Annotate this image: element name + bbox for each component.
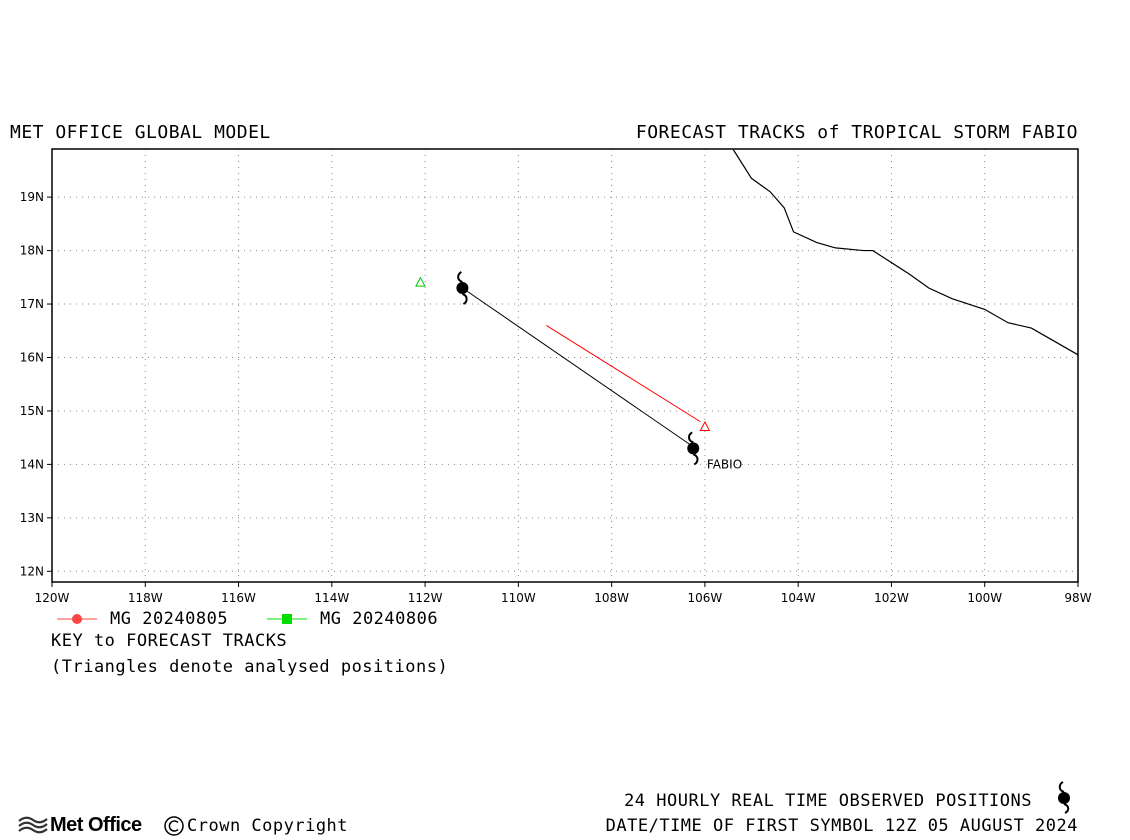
observed-positions-note: 24 HOURLY REAL TIME OBSERVED POSITIONS	[624, 791, 1032, 811]
coastline-path	[732, 148, 1079, 356]
y-tick-label: 12N	[20, 564, 44, 578]
y-tick-label: 19N	[20, 190, 44, 204]
hurricane-symbol-icon	[1058, 781, 1070, 814]
x-tick-label: 102W	[874, 591, 909, 605]
x-tick-label: 108W	[594, 591, 629, 605]
y-tick-label: 14N	[20, 457, 44, 471]
map-axes: 120W 118W 116W 114W 112W 110W 108W 106W 104W 102W…	[20, 190, 1092, 605]
x-tick-label: 118W	[128, 591, 163, 605]
map-title-left: MET OFFICE GLOBAL MODEL	[10, 122, 271, 143]
map-grid	[51, 149, 1079, 582]
x-tick-label: 110W	[501, 591, 536, 605]
storm-name-label: FABIO	[707, 457, 742, 471]
copyright-icon	[164, 816, 184, 836]
coastline	[732, 148, 1079, 356]
legend-key-note: (Triangles denote analysed positions)	[51, 657, 449, 677]
legend-label-mg0805: MG 20240805	[110, 609, 229, 629]
legend-symbols	[57, 614, 307, 624]
forecast-tracks	[462, 287, 701, 449]
x-tick-label: 112W	[408, 591, 443, 605]
copyright-text: Crown Copyright	[187, 816, 349, 836]
first-symbol-datetime: DATE/TIME OF FIRST SYMBOL 12Z 05 AUGUST …	[605, 816, 1078, 836]
y-tick-label: 17N	[20, 297, 44, 311]
observed-position-hurricane-icon-1	[687, 431, 700, 466]
storm-labels: FABIO	[707, 457, 742, 471]
x-tick-label: 120W	[35, 591, 70, 605]
met-office-logo-icon	[18, 816, 48, 834]
observed-position-hurricane-icon-0	[456, 271, 469, 305]
x-tick-label: 104W	[781, 591, 816, 605]
x-tick-label: 106W	[688, 591, 723, 605]
map-frame	[51, 148, 1079, 583]
analysed-position-triangle-1	[415, 276, 426, 287]
analysed-position-triangle-0	[699, 420, 711, 431]
x-tick-label: 114W	[314, 591, 349, 605]
legend-key-title: KEY to FORECAST TRACKS	[51, 631, 288, 651]
y-tick-label: 18N	[20, 244, 44, 258]
position-markers	[415, 271, 711, 466]
forecast-track-1	[462, 287, 696, 449]
legend-label-mg0806: MG 20240806	[320, 609, 439, 629]
x-tick-label: 100W	[967, 591, 1002, 605]
y-tick-label: 16N	[20, 350, 44, 364]
y-tick-label: 13N	[20, 511, 44, 525]
forecast-track-0	[546, 324, 701, 423]
y-tick-label: 15N	[20, 404, 44, 418]
legend-circle-mg0805	[72, 614, 82, 624]
map-title-right: FORECAST TRACKS of TROPICAL STORM FABIO	[635, 122, 1078, 143]
x-tick-label: 98W	[1064, 591, 1091, 605]
x-tick-label: 116W	[221, 591, 256, 605]
legend-square-mg0806	[282, 614, 292, 624]
met-office-logo-text: Met Office	[50, 814, 142, 836]
